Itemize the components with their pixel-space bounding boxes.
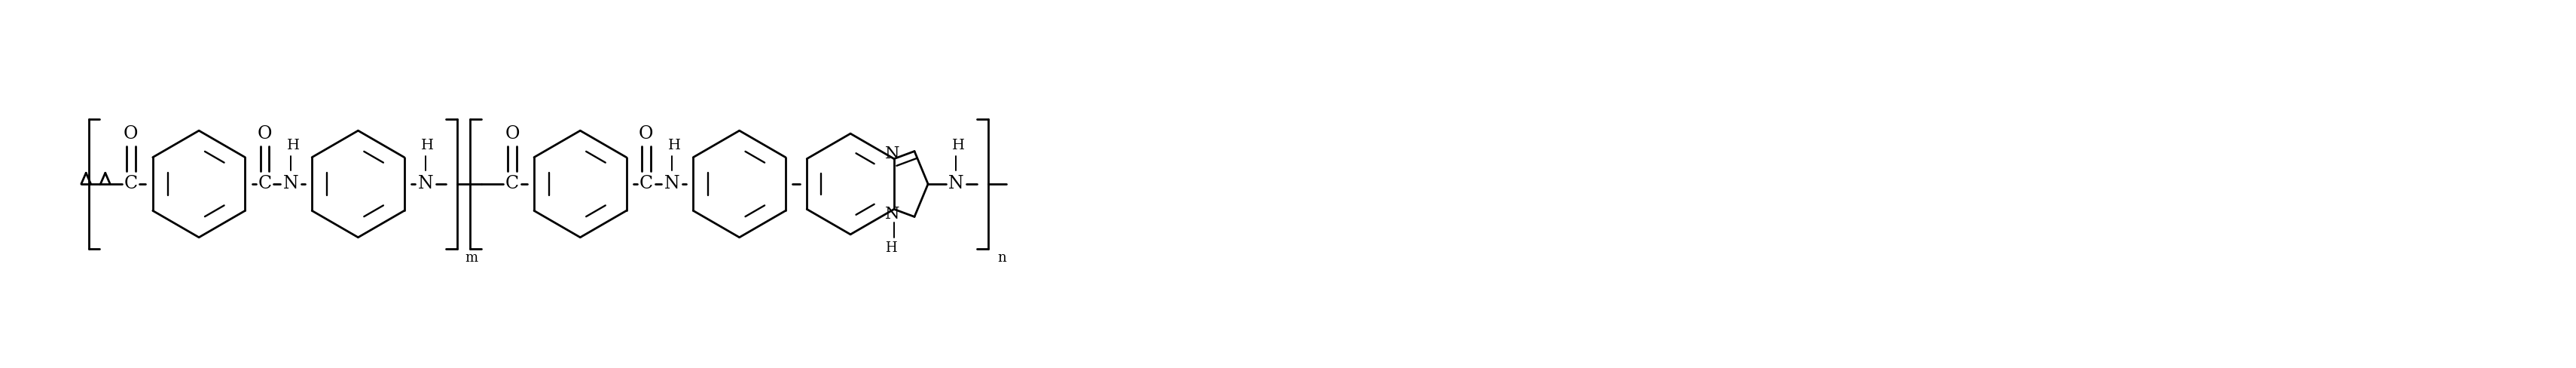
Text: C: C [124,175,137,193]
Text: H: H [667,139,680,152]
Text: N: N [886,145,899,162]
Text: N: N [948,175,963,193]
Text: C: C [639,175,652,193]
Text: m: m [464,251,477,265]
Text: H: H [422,139,435,152]
Text: C: C [505,175,518,193]
Text: N: N [886,206,899,223]
Text: O: O [124,125,139,142]
Text: O: O [639,125,654,142]
Text: H: H [953,139,966,152]
Text: O: O [258,125,273,142]
Text: N: N [417,175,433,193]
Text: H: H [286,139,299,152]
Text: C: C [258,175,270,193]
Text: N: N [283,175,299,193]
Text: N: N [665,175,680,193]
Text: n: n [997,251,1007,265]
Text: H: H [886,241,896,255]
Text: O: O [505,125,520,142]
